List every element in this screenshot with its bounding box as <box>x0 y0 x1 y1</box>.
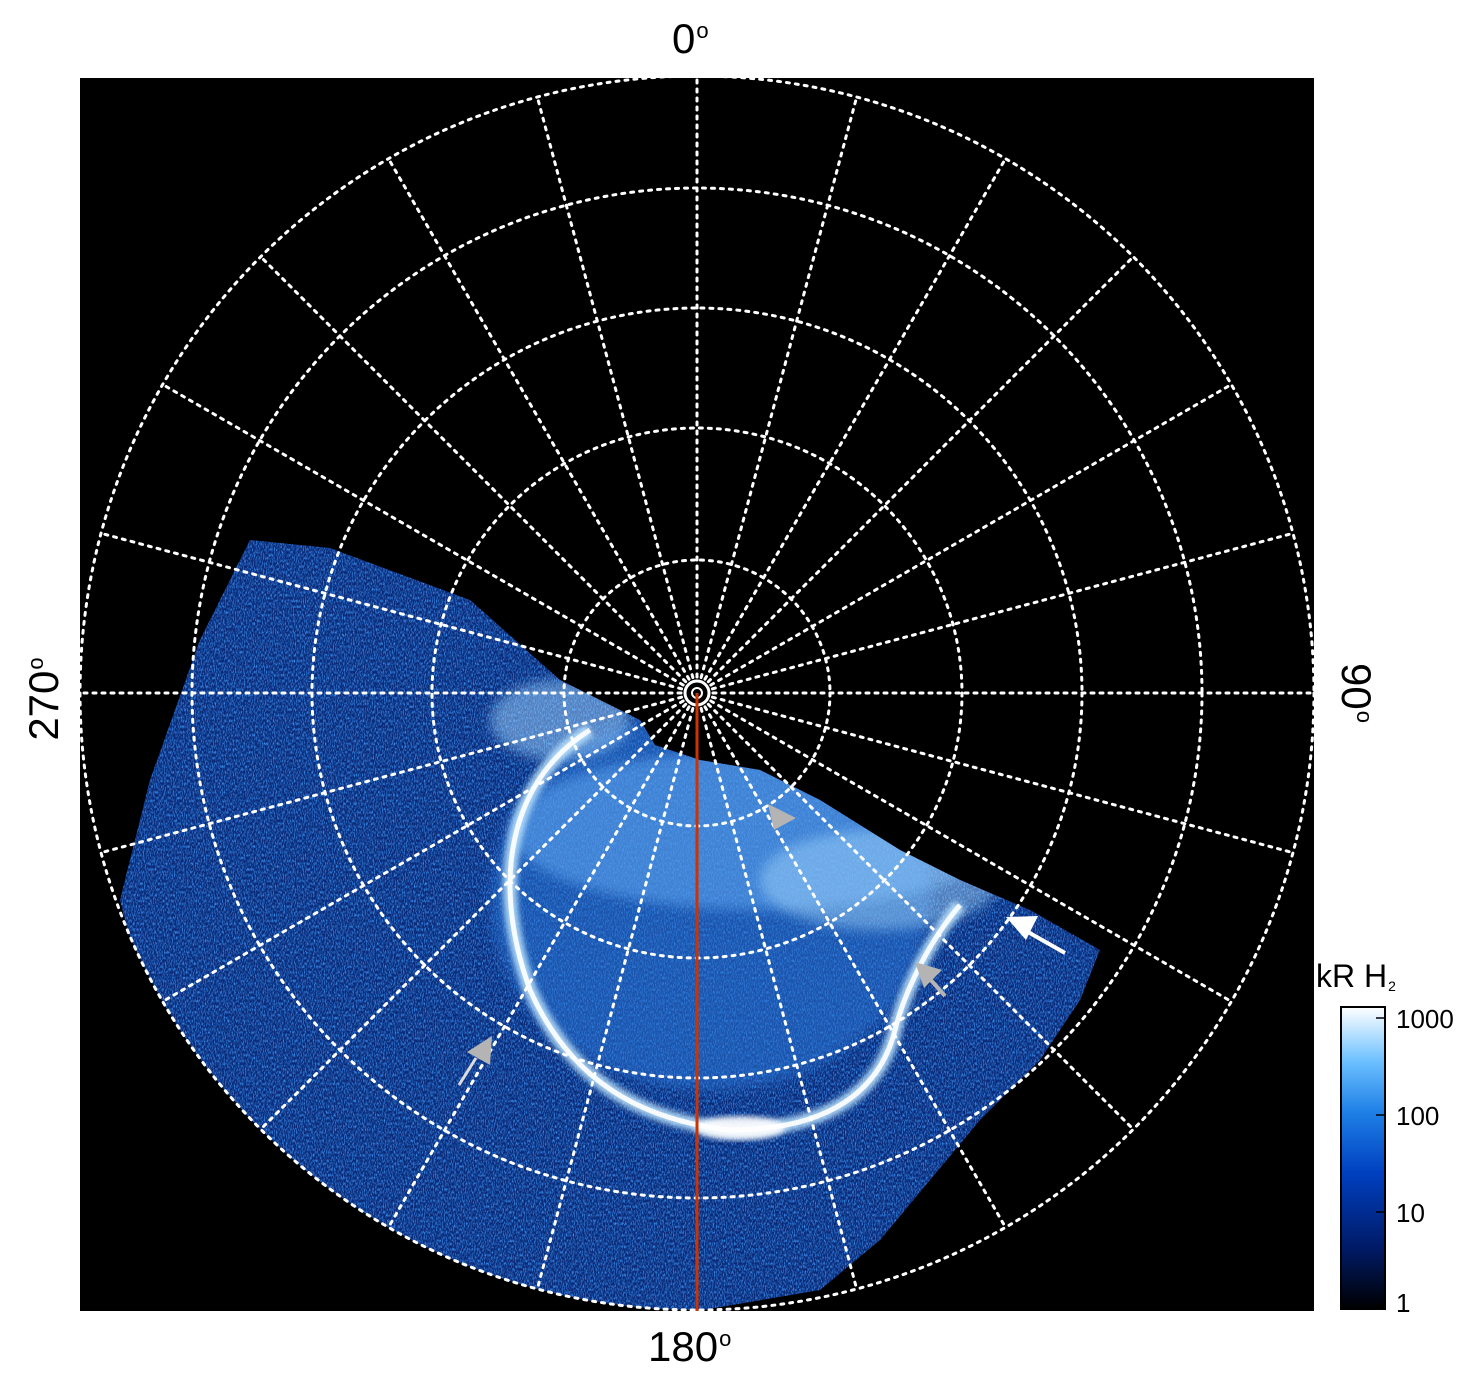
colorbar-tick-1000: 1000 <box>1396 1004 1454 1034</box>
grid-meridian-120 <box>709 699 1233 1003</box>
colorbar-tick-1: 1 <box>1396 1288 1411 1318</box>
grid-meridian-165 <box>699 706 859 1291</box>
grid-meridian-75 <box>710 531 1295 691</box>
grid-meridian-135 <box>706 702 1135 1131</box>
grid-meridian-60 <box>709 383 1233 687</box>
label-90-deg-value: 90 <box>1333 663 1380 710</box>
gray-arrow-right <box>915 962 947 998</box>
degree-symbol: o <box>1352 710 1377 723</box>
label-90-deg: 90o <box>1333 633 1380 753</box>
label-180-deg-value: 180 <box>648 1323 719 1370</box>
colorbar-tick-100: 100 <box>1396 1101 1440 1131</box>
grid-meridian-255 <box>99 695 684 855</box>
grid-meridian-345 <box>535 95 695 680</box>
label-180-deg: 180o <box>648 1326 731 1368</box>
colorbar-title-main: kR H <box>1316 958 1388 994</box>
grid-meridian-210 <box>387 705 691 1229</box>
grid-meridian-315 <box>259 255 688 684</box>
grid-meridian-15 <box>699 95 859 680</box>
colorbar-tick-10: 10 <box>1396 1198 1425 1228</box>
grid-meridian-105 <box>710 695 1295 855</box>
colorbar-ticks <box>1376 1017 1385 1307</box>
label-270-deg-value: 270 <box>20 670 67 741</box>
degree-symbol: o <box>23 657 48 670</box>
label-270-deg: 270o <box>20 639 67 759</box>
label-0-deg: 0o <box>672 18 709 60</box>
degree-symbol: o <box>696 18 709 43</box>
colorbar <box>1340 1006 1386 1310</box>
grid-meridian-30 <box>703 157 1007 681</box>
colorbar-title-subscript: 2 <box>1388 978 1396 994</box>
grid-meridian-45 <box>706 255 1135 684</box>
degree-symbol: o <box>719 1326 732 1351</box>
grid-meridian-225 <box>259 702 688 1131</box>
grid-meridian-150 <box>703 705 1007 1229</box>
white-arrow <box>1006 916 1066 955</box>
grid-meridian-195 <box>535 706 695 1291</box>
grid-meridian-240 <box>161 699 685 1003</box>
gray-arrow-upper <box>768 804 796 830</box>
label-0-deg-value: 0 <box>672 15 696 62</box>
grid-meridian-285 <box>99 531 684 691</box>
grid-meridian-330 <box>387 157 691 681</box>
polar-grid <box>80 78 1314 1311</box>
grid-meridian-300 <box>161 383 685 687</box>
colorbar-title: kR H2 <box>1316 958 1396 995</box>
gray-arrow-left <box>457 1036 492 1086</box>
